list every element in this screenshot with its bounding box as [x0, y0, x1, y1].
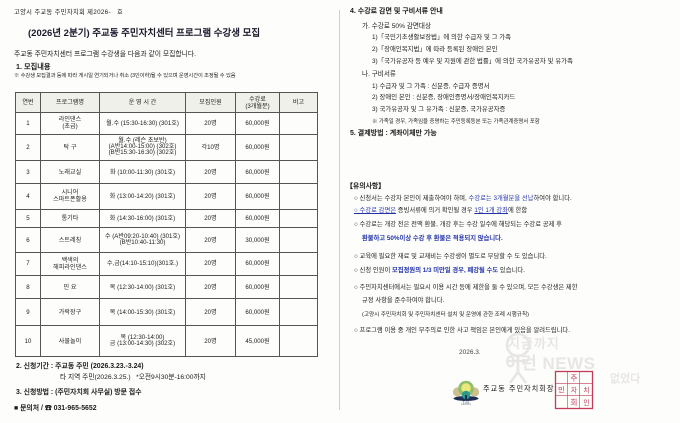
svg-text:주교동: 주교동 — [462, 400, 470, 404]
svg-text:민: 민 — [558, 385, 565, 395]
svg-text:주: 주 — [571, 374, 578, 383]
svg-text:치: 치 — [583, 386, 589, 395]
svg-text:자: 자 — [571, 386, 577, 395]
svg-text:인: 인 — [583, 398, 589, 407]
svg-text:회: 회 — [571, 398, 578, 407]
